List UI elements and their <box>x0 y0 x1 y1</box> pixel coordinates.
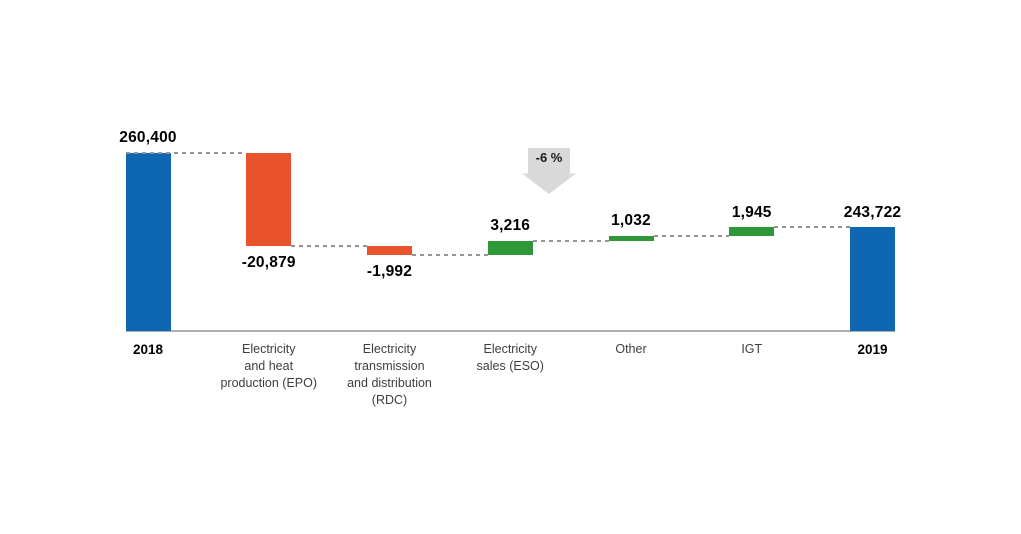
bar-electricity-transmission-and-distribution-rdc <box>367 245 412 255</box>
connector-line <box>532 239 609 242</box>
category-label-line: Electricity <box>362 342 417 356</box>
bar-2019 <box>850 227 895 331</box>
category-label-line: production (EPO) <box>220 376 318 390</box>
category-label-electricity-sales-eso: Electricity sales (ESO) <box>435 341 585 375</box>
category-label-line: Electricity <box>242 342 296 356</box>
category-label-2018: 2018 <box>73 341 223 358</box>
connector-line <box>412 253 488 256</box>
connector-line <box>125 151 247 154</box>
decline-annotation: -6 % <box>535 150 563 165</box>
connector-line <box>291 244 367 247</box>
bar-igt <box>729 227 775 236</box>
category-label-line: IGT <box>741 342 763 356</box>
value-label-other: 1,032 <box>611 212 651 230</box>
bar-electricity-and-heat-production-epo <box>246 152 292 246</box>
value-label-electricity: 3,216 <box>490 217 531 235</box>
connector-line <box>653 234 730 237</box>
category-label-line: transmission <box>354 359 425 373</box>
category-label-line: Electricity <box>483 342 537 356</box>
category-label-line: (RDC) <box>371 393 408 407</box>
value-label-igt: 1,945 <box>731 203 772 221</box>
bar-electricity-sales-eso <box>487 240 533 255</box>
category-label-line: sales (ESO) <box>476 359 544 373</box>
category-label-line: 2019 <box>857 342 888 357</box>
x-axis-line <box>126 330 895 332</box>
category-label-line: Other <box>615 342 647 356</box>
bar-other <box>608 235 654 241</box>
decline-arrow-shape <box>522 148 576 194</box>
category-label-other: Other <box>556 341 706 358</box>
category-label-electricity-transmission-and-distribution-rdc: Electricity transmission and distribution (… <box>315 341 465 409</box>
category-label-2019: 2019 <box>798 341 948 358</box>
bar-2018 <box>125 152 171 331</box>
decline-arrow-icon <box>522 148 576 194</box>
value-label-2018: 260,400 <box>119 129 177 147</box>
connector-line <box>774 226 850 229</box>
category-label-line: and distribution <box>347 376 432 390</box>
value-label-electricity: -20,879 <box>241 253 296 271</box>
value-label-2019: 243,722 <box>843 203 902 221</box>
category-label-line: 2018 <box>132 342 164 357</box>
category-label-electricity-and-heat-production-epo: Electricity and heat production (EPO) <box>194 341 344 392</box>
category-label-line: and heat <box>244 359 294 373</box>
value-label-electricity: -1,992 <box>366 262 413 280</box>
category-label-igt: IGT <box>677 341 827 358</box>
